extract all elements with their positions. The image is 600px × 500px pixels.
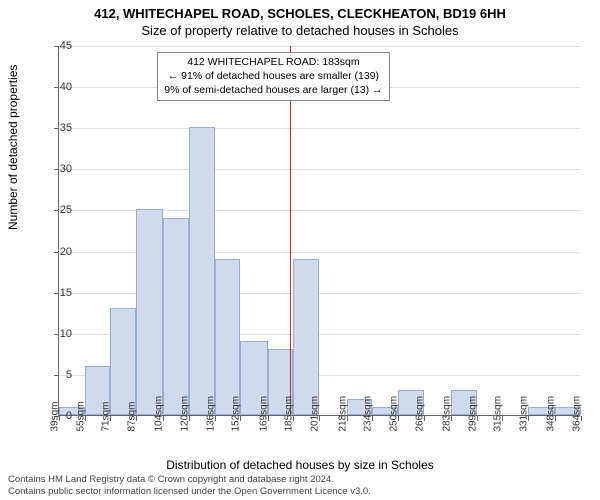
- y-tick-label: 25: [48, 204, 72, 216]
- y-tick-label: 20: [48, 246, 72, 258]
- gridline: [59, 169, 580, 170]
- footnote: Contains HM Land Registry data © Crown c…: [8, 474, 592, 498]
- histogram-bar: [110, 308, 136, 415]
- histogram-bar: [293, 259, 319, 415]
- histogram-bar: [163, 218, 189, 415]
- y-tick-label: 40: [48, 81, 72, 93]
- footnote-line-2: Contains public sector information licen…: [8, 486, 371, 497]
- annotation-line-2: ← 91% of detached houses are smaller (13…: [164, 69, 382, 83]
- chart-plot-area: 412 WHITECHAPEL ROAD: 183sqm ← 91% of de…: [58, 46, 580, 416]
- footnote-line-1: Contains HM Land Registry data © Crown c…: [8, 474, 334, 485]
- chart-title-sub: Size of property relative to detached ho…: [0, 21, 600, 38]
- annotation-line-3: 9% of semi-detached houses are larger (1…: [164, 83, 382, 97]
- histogram-bar: [189, 127, 215, 415]
- gridline: [59, 46, 580, 47]
- reference-line: [290, 46, 291, 415]
- y-tick-label: 35: [48, 122, 72, 134]
- chart-title-main: 412, WHITECHAPEL ROAD, SCHOLES, CLECKHEA…: [0, 0, 600, 21]
- y-tick-label: 45: [48, 40, 72, 52]
- y-axis-label: Number of detached properties: [6, 65, 20, 230]
- histogram-bar: [215, 259, 241, 415]
- chart-container: 412, WHITECHAPEL ROAD, SCHOLES, CLECKHEA…: [0, 0, 600, 500]
- gridline: [59, 128, 580, 129]
- annotation-line-1: 412 WHITECHAPEL ROAD: 183sqm: [164, 55, 382, 69]
- y-tick-label: 10: [48, 328, 72, 340]
- histogram-bar: [136, 209, 163, 415]
- y-tick-label: 15: [48, 287, 72, 299]
- y-tick-label: 5: [48, 369, 72, 381]
- y-tick-label: 30: [48, 163, 72, 175]
- x-axis-label: Distribution of detached houses by size …: [0, 458, 600, 472]
- plot-region: [58, 46, 580, 416]
- annotation-box: 412 WHITECHAPEL ROAD: 183sqm ← 91% of de…: [157, 52, 389, 101]
